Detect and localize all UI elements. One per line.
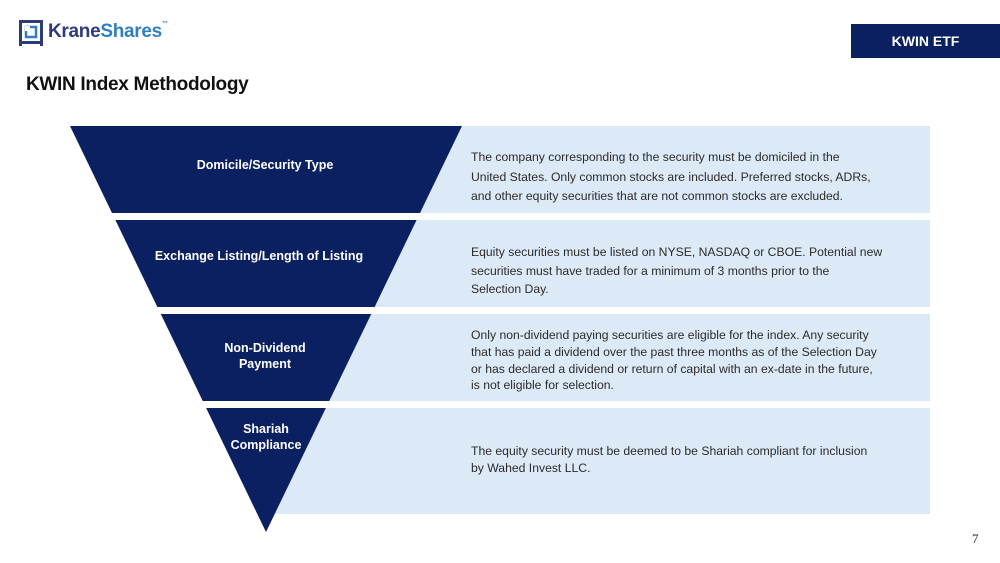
stage-label-domicile: Domicile/Security Type (196, 158, 334, 172)
funnel-gap (0, 213, 1000, 220)
stage-label-non-dividend: Non-Dividend Payment (224, 341, 306, 371)
stage-label-exchange-listing: Exchange Listing/Length of Listing (154, 249, 364, 263)
description-domicile: The company corresponding to the securit… (471, 150, 871, 203)
funnel-gap (0, 401, 1000, 408)
description-box-4 (260, 408, 930, 514)
etf-badge: KWIN ETF (851, 24, 1000, 58)
stage-label-shariah: Shariah Compliance (230, 422, 302, 452)
krane-shares-logo: KraneShares™ (19, 20, 168, 46)
funnel-gap (0, 307, 1000, 314)
page-number: 7 (972, 531, 979, 546)
page-title: KWIN Index Methodology (26, 74, 249, 95)
description-exchange-listing: Equity securities must be listed on NYSE… (471, 245, 883, 296)
description-non-dividend: Only non-dividend paying securities are … (471, 328, 877, 393)
description-shariah: The equity security must be deemed to be… (471, 444, 868, 475)
logo-mark-icon (19, 20, 43, 46)
description-box-3 (260, 314, 930, 401)
funnel-triangle (70, 126, 462, 532)
